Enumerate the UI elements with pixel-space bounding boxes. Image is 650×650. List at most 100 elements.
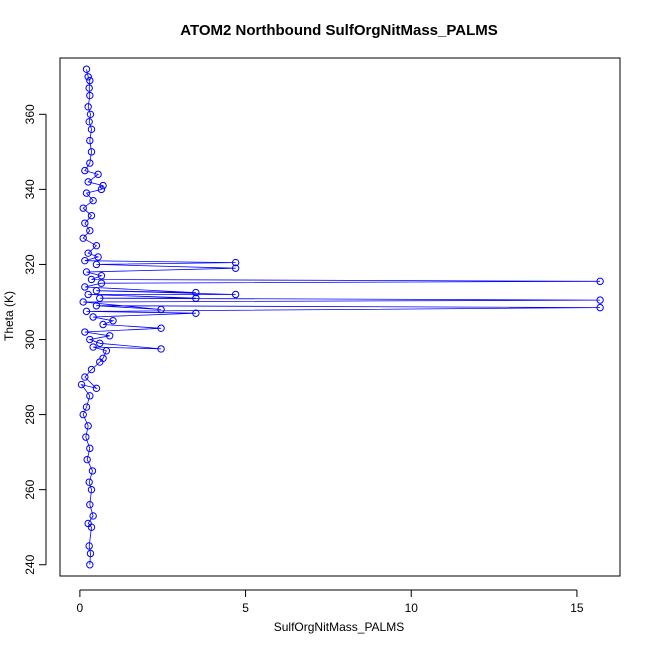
x-axis-label: SulfOrgNitMass_PALMS [274,620,404,634]
data-point [82,268,91,276]
y-tick-label: 240 [23,554,37,574]
y-tick-label: 300 [23,329,37,349]
data-point [85,118,93,126]
data-point [92,384,101,393]
data-point [84,249,92,257]
data-point [596,277,604,286]
data-point [85,478,93,486]
y-tick-label: 260 [23,479,37,499]
data-point [86,136,94,145]
data-point [86,549,95,558]
y-tick-label: 360 [23,104,37,124]
data-point [86,76,94,85]
data-point [84,103,92,111]
data-point [92,241,101,250]
data-point [86,335,94,344]
y-tick-label: 280 [23,404,37,424]
data-point [86,392,94,400]
series-layer [77,65,604,569]
data-point [86,91,94,100]
data-point [96,339,104,347]
y-axis: 240 260 280 300 320 340 360 [23,104,47,575]
data-point [79,410,87,419]
data-point [81,328,89,336]
data-point [79,298,87,306]
data-point [92,287,101,295]
data-point [596,303,604,312]
data-point [82,403,91,411]
x-tick-label: 5 [242,601,249,615]
data-point [86,159,94,167]
data-point [94,253,102,261]
data-point [79,234,87,242]
data-point [87,148,96,156]
data-point [157,305,165,314]
data-point [87,275,96,284]
chart-title: ATOM2 Northbound SulfOrgNitMass_PALMS [180,22,498,39]
data-point [89,313,97,321]
data-point [86,110,95,119]
data-point [79,204,87,212]
series-line [80,69,601,565]
data-point [97,185,106,194]
data-point [84,519,92,528]
plot-frame [59,57,621,577]
data-point [82,65,91,73]
data-point [84,178,92,186]
data-point [596,296,604,304]
data-point [87,211,96,220]
y-axis-label: Theta (K) [2,291,16,341]
data-point [99,354,107,362]
data-point [96,294,104,302]
data-point [81,283,89,291]
data-point [87,485,96,494]
data-point [92,260,101,269]
data-point [85,84,93,92]
data-point [157,324,165,332]
data-point [87,365,96,374]
data-point [89,343,97,351]
data-point [82,189,91,197]
data-point [81,256,89,265]
data-point [81,373,89,381]
data-point [102,347,111,355]
data-point [84,73,92,81]
data-point [94,170,102,179]
data-point [82,307,91,316]
data-point [99,320,107,329]
x-tick-label: 15 [570,601,584,615]
data-point [109,317,117,325]
data-point [87,125,96,134]
data-point [157,345,165,353]
data-point [86,444,94,453]
data-point [97,272,106,280]
data-point [99,181,107,190]
data-point [231,264,240,272]
x-tick-label: 10 [405,601,419,615]
data-point [84,422,92,430]
data-point [86,500,94,509]
y-tick-label: 320 [23,254,37,274]
data-point [81,219,89,227]
data-point [231,290,240,299]
y-tick-label: 340 [23,179,37,199]
data-point [86,561,94,569]
data-point [81,166,89,175]
data-point [86,226,94,235]
data-point [231,258,240,267]
data-point [97,279,106,287]
data-point [88,467,97,475]
data-point [106,332,114,340]
x-tick-label: 0 [77,601,84,615]
data-point [85,542,93,550]
x-axis: 0 5 10 15 [77,589,584,615]
data-point [82,433,90,441]
data-point [192,294,200,302]
data-point [192,309,200,317]
data-point [192,288,200,297]
data-point [89,512,97,520]
data-point [89,196,97,205]
data-point [84,290,92,299]
data-point [77,380,86,389]
